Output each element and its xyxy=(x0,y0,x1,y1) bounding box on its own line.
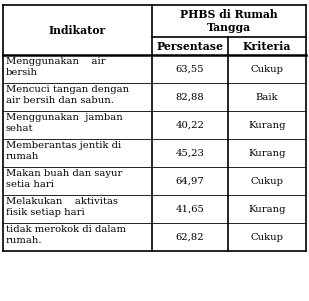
Text: Kurang: Kurang xyxy=(248,204,286,213)
Text: Kurang: Kurang xyxy=(248,120,286,129)
Text: Cukup: Cukup xyxy=(251,232,283,241)
Text: Mencuci tangan dengan
air bersih dan sabun.: Mencuci tangan dengan air bersih dan sab… xyxy=(6,85,129,105)
Text: Menggunakan    air
bersih: Menggunakan air bersih xyxy=(6,57,106,77)
Text: tidak merokok di dalam
rumah.: tidak merokok di dalam rumah. xyxy=(6,225,126,245)
Text: Melakukan    aktivitas
fisik setiap hari: Melakukan aktivitas fisik setiap hari xyxy=(6,197,118,217)
Text: PHBS di Rumah
Tangga: PHBS di Rumah Tangga xyxy=(180,9,278,33)
Text: Indikator: Indikator xyxy=(49,24,106,36)
Text: 41,65: 41,65 xyxy=(176,204,205,213)
Text: Cukup: Cukup xyxy=(251,64,283,73)
Text: 45,23: 45,23 xyxy=(176,148,205,157)
Text: Menggunakan  jamban
sehat: Menggunakan jamban sehat xyxy=(6,113,123,133)
Text: 64,97: 64,97 xyxy=(176,176,204,185)
Text: Kurang: Kurang xyxy=(248,148,286,157)
Text: Memberantas jentik di
rumah: Memberantas jentik di rumah xyxy=(6,141,121,161)
Text: 40,22: 40,22 xyxy=(176,120,205,129)
Text: Cukup: Cukup xyxy=(251,176,283,185)
Text: Persentase: Persentase xyxy=(156,41,223,51)
Text: Baik: Baik xyxy=(256,92,278,101)
Text: 63,55: 63,55 xyxy=(176,64,204,73)
Text: Kriteria: Kriteria xyxy=(243,41,291,51)
Text: Makan buah dan sayur
setia hari: Makan buah dan sayur setia hari xyxy=(6,169,122,189)
Text: 62,82: 62,82 xyxy=(176,232,204,241)
Text: 82,88: 82,88 xyxy=(176,92,204,101)
